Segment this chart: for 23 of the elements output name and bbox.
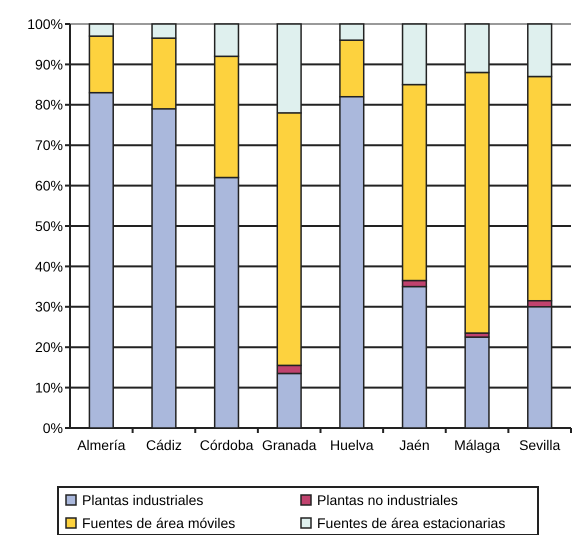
y-tick-label: 30% (34, 298, 63, 315)
legend-label: Fuentes de área móviles (82, 514, 236, 531)
x-tick-label: Málaga (454, 437, 500, 453)
y-tick-label: 90% (34, 56, 63, 72)
legend-label: Fuentes de área estacionarias (317, 514, 506, 531)
y-tick-label: 10% (34, 380, 63, 396)
legend-label: Plantas industriales (82, 492, 204, 508)
x-tick-label: Cádiz (146, 437, 182, 453)
y-tick-label: 0% (42, 420, 63, 436)
y-tick-label: 60% (34, 178, 63, 194)
legend-label: Plantas no industriales (317, 492, 458, 508)
x-tick-label: Almería (77, 437, 126, 453)
x-tick-label: Jaén (399, 437, 430, 453)
x-tick-label: Sevilla (519, 437, 561, 453)
y-tick-label: 50% (34, 218, 63, 234)
y-tick-label: 40% (34, 258, 63, 274)
x-tick-label: Granada (262, 437, 317, 453)
x-tick-label: Huelva (330, 437, 374, 453)
y-tick-label: 100% (27, 16, 63, 32)
x-tick-label: Córdoba (200, 437, 254, 453)
y-tick-label: 20% (34, 339, 63, 356)
y-tick-label: 80% (34, 96, 63, 113)
y-tick-label: 70% (34, 137, 63, 154)
